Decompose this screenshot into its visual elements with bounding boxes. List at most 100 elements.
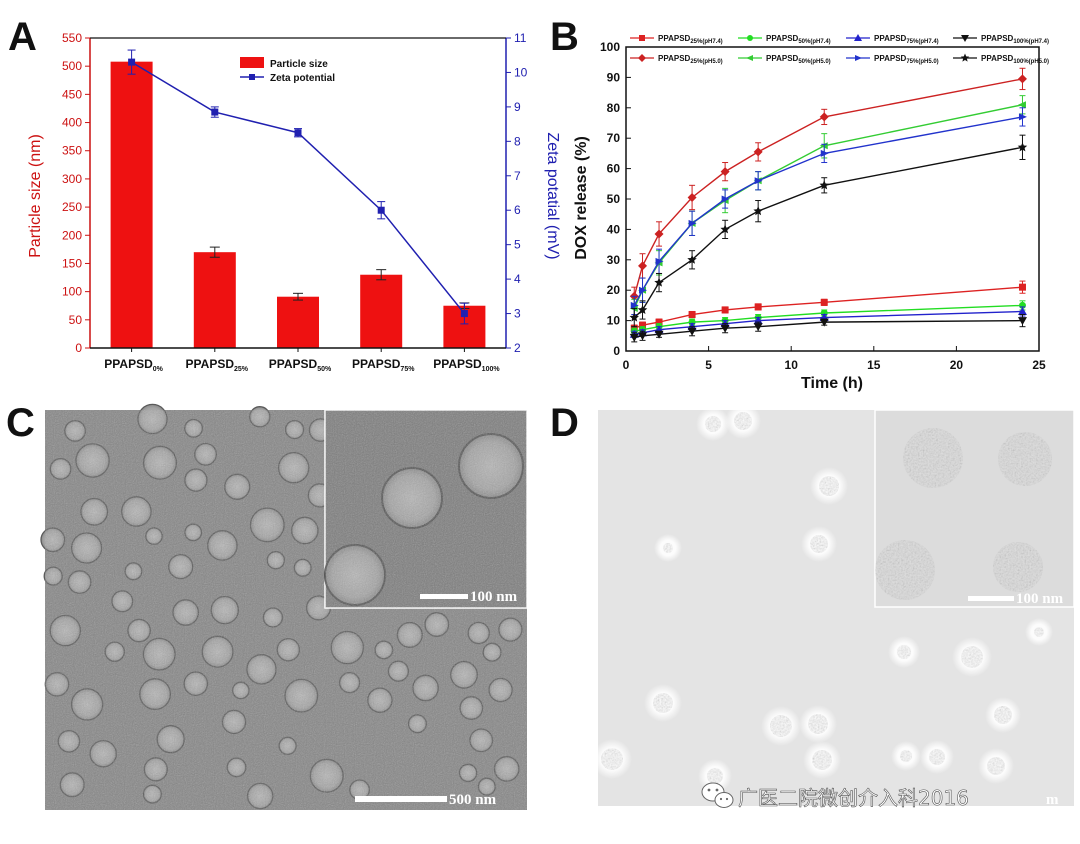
stained-particle [819,476,839,496]
marker-star [720,224,730,234]
stained-particle [987,757,1005,775]
particle-size-bars [110,61,486,348]
b-ytick-label: 20 [607,283,621,297]
stained-particle [705,416,721,432]
legend-label: PPAPSD50%(pH5.0) [766,54,831,65]
stained-particle [1034,627,1044,637]
marker-square [688,311,696,319]
marker-triangle-down [687,327,697,336]
a-y2tick-label: 7 [514,169,521,183]
a-xtick-sub: 25% [234,366,249,373]
chart-b-axes: 0 10 20 30 40 50 60 70 80 90 100 0 5 10 15 20 25 [600,40,1046,372]
stained-particle [812,750,832,770]
marker-square [721,306,729,314]
b-xtick-label: 10 [785,358,799,372]
marker-star [637,305,648,314]
marker-diamond [720,167,730,177]
marker-triangle-right [630,301,639,309]
stained-particle [707,768,723,784]
legend-marker-zeta [249,74,255,80]
release-line [633,146,1023,319]
a-ytick-label: 400 [62,116,82,130]
panel-label-b: B [550,15,579,59]
marker-triangle-down [654,330,664,339]
a-ytick-label: 300 [62,172,82,186]
stained-particle [994,706,1012,724]
marker-triangle-down [720,324,730,333]
inset-c-scale-text: 100 nm [470,589,518,605]
marker-triangle-right [855,55,862,61]
release-line [634,310,1023,335]
release-line [633,116,1023,306]
b-ytick-label: 0 [613,344,620,358]
legend-label-base: PPAPSD [874,34,907,43]
a-y2tick-label: 2 [514,341,521,355]
panel-label-d: D [550,401,579,445]
particle-size-bar [193,252,236,348]
inset-stained-particle [903,428,963,488]
a-ytick-label: 500 [62,59,82,73]
marker-square [655,318,663,326]
release-series [629,95,1026,319]
b-ytick-label: 10 [607,314,621,328]
zeta-marker [128,58,136,66]
b-xtick-label: 15 [867,358,881,372]
a-xtick-label: PPAPSD50% [269,357,332,373]
zeta-line [131,61,465,315]
legend-label: PPAPSD25%(pH7.4) [658,34,723,45]
b-ytick-label: 100 [600,40,620,54]
legend-label-sub: 75%(pH5.0) [906,59,938,65]
chart-a-legend: Particle size Zeta potential [240,57,335,84]
stained-particle [653,693,673,713]
a-ytick-label: 550 [62,31,82,45]
marker-triangle-down [753,323,763,332]
dox-release-series [629,67,1028,343]
release-series [630,107,1027,316]
micrograph-d: 100 nm m [592,403,1075,808]
b-ytick-label: 80 [607,101,621,115]
stained-particle [734,412,752,430]
inset-d-particles [875,428,1052,600]
a-xtick-sub: 100% [482,366,501,373]
panel-label-a: A [8,15,37,59]
legend-label-sub: 50%(pH5.0) [798,59,830,65]
marker-triangle-right [1018,113,1027,121]
a-ytick-label: 150 [62,256,82,270]
a-xtick-base: PPAPSD [186,357,235,371]
inset-c-scale-bar [420,594,468,599]
stained-particle [663,543,673,553]
chart-b-xlabel: Time (h) [801,375,863,392]
marker-triangle-right [721,195,730,203]
marker-square [1018,283,1026,291]
marker-circle [747,35,753,41]
b-xtick-label: 20 [950,358,964,372]
chart-a-y2label: Zeta potatial (mV) [544,132,561,259]
legend-label-base: PPAPSD [766,54,799,63]
legend-label-zeta: Zeta potential [270,73,335,84]
micrograph-c-inset: 100 nm [324,409,528,609]
marker-star [819,180,829,190]
a-y2tick-label: 6 [514,203,521,217]
stained-particle [770,715,792,737]
a-ytick-label: 100 [62,285,82,299]
b-xtick-label: 5 [705,358,712,372]
zeta-marker [460,310,468,318]
legend-label: PPAPSD75%(pH5.0) [874,54,939,65]
marker-diamond [753,147,763,157]
a-xtick-base: PPAPSD [433,357,482,371]
zeta-marker [377,206,385,214]
marker-triangle-up [854,34,862,41]
stained-particle [900,750,912,762]
inset-stained-particle [875,540,935,600]
marker-triangle-right [754,177,763,185]
legend-label: PPAPSD50%(pH7.4) [766,34,831,45]
marker-diamond [687,192,697,202]
b-ytick-label: 90 [607,70,621,84]
legend-label: PPAPSD75%(pH7.4) [874,34,939,45]
marker-diamond [819,112,829,122]
a-xtick-sub: 0% [153,366,164,373]
legend-label: PPAPSD25%(pH5.0) [658,54,723,65]
a-y2tick-label: 4 [514,272,521,286]
marker-triangle-down [961,35,969,42]
release-series [629,67,1027,306]
